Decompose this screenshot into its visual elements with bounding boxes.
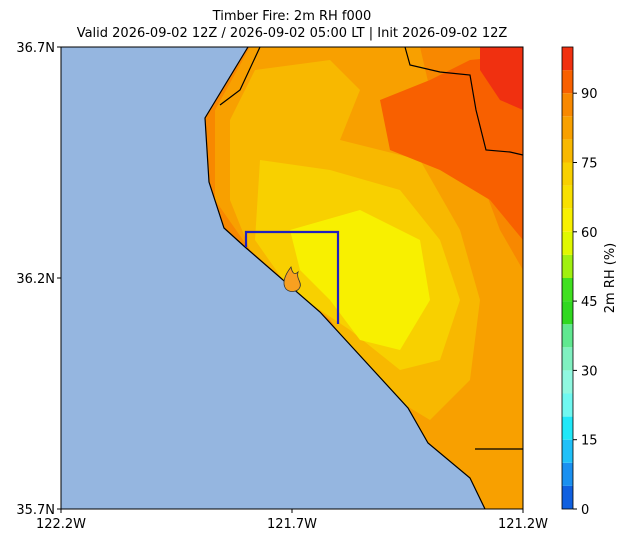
y-tick-label: 36.2N bbox=[16, 272, 55, 287]
x-tick-label: 121.7W bbox=[267, 517, 317, 532]
colorbar-band bbox=[562, 347, 573, 371]
colorbar-band bbox=[562, 116, 573, 140]
subtitle: Valid 2026-09-02 12Z / 2026-09-02 05:00 … bbox=[77, 26, 508, 41]
colorbar-tick-label: 15 bbox=[581, 434, 598, 449]
colorbar-tick-label: 60 bbox=[581, 226, 598, 241]
y-tick-label: 35.7N bbox=[16, 503, 55, 518]
colorbar-label: 2m RH (%) bbox=[603, 243, 618, 314]
colorbar-tick-label: 90 bbox=[581, 87, 598, 102]
colorbar-band bbox=[562, 324, 573, 348]
colorbar-band bbox=[562, 47, 573, 71]
colorbar-band bbox=[562, 485, 573, 509]
fire-icon bbox=[283, 266, 301, 292]
colorbar-tick-label: 75 bbox=[581, 157, 598, 172]
colorbar-band bbox=[562, 162, 573, 186]
colorbar-band bbox=[562, 185, 573, 209]
colorbar-band bbox=[562, 278, 573, 302]
colorbar-band bbox=[562, 208, 573, 232]
rh-field bbox=[205, 47, 523, 509]
colorbar-frame bbox=[561, 46, 574, 510]
colorbar-band bbox=[562, 254, 573, 278]
x-tick-label: 121.2W bbox=[498, 517, 548, 532]
colorbar-band bbox=[562, 93, 573, 117]
colorbar-band bbox=[562, 370, 573, 394]
fire-area-box bbox=[244, 230, 340, 324]
colorbar-band bbox=[562, 301, 573, 325]
colorbar-band bbox=[562, 439, 573, 463]
title: Timber Fire: 2m RH f000 bbox=[212, 9, 372, 24]
boundaries bbox=[204, 47, 523, 509]
x-tick-label: 122.2W bbox=[36, 517, 86, 532]
colorbar-band bbox=[562, 416, 573, 440]
colorbar-band bbox=[562, 139, 573, 163]
colorbar-band bbox=[562, 70, 573, 94]
colorbar-band bbox=[562, 393, 573, 417]
colorbar-band bbox=[562, 462, 573, 486]
y-tick-label: 36.7N bbox=[16, 41, 55, 56]
colorbar-tick-label: 30 bbox=[581, 364, 598, 379]
colorbar-tick-label: 0 bbox=[581, 503, 589, 518]
colorbar-tick-label: 45 bbox=[581, 295, 598, 310]
colorbar-band bbox=[562, 231, 573, 255]
